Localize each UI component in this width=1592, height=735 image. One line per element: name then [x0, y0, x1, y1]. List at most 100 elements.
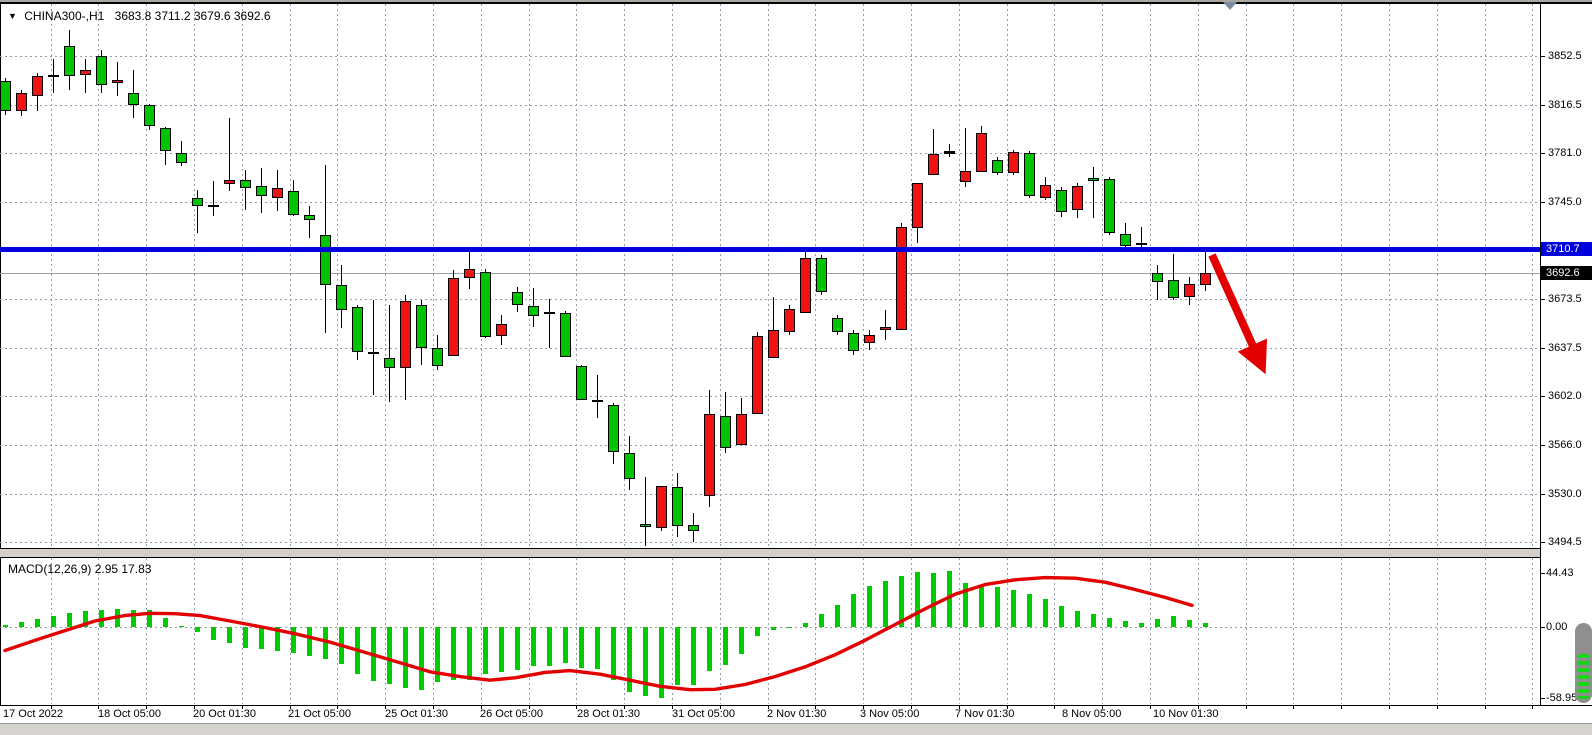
macd-histogram-bar [163, 617, 168, 627]
macd-histogram-bar [3, 624, 8, 627]
chart-shift-marker-icon[interactable] [1223, 2, 1237, 10]
price-axis-label: 3637.5 [1548, 341, 1582, 354]
candle-wick [885, 310, 886, 340]
price-axis[interactable] [1540, 4, 1592, 705]
macd-histogram-bar [803, 623, 808, 627]
panel-splitter[interactable] [0, 548, 1592, 558]
macd-histogram-bar [499, 627, 504, 672]
horizontal-line[interactable] [0, 246, 1540, 252]
grid-vline [1054, 558, 1056, 704]
candle-body [928, 154, 939, 175]
time-axis-tick [1388, 705, 1390, 709]
grid-vline [1102, 558, 1104, 704]
price-axis-tick [1540, 347, 1545, 349]
candle-body [256, 186, 267, 196]
candle-wick [1173, 253, 1174, 301]
macd-histogram-bar [1123, 621, 1128, 627]
candle-body [592, 400, 603, 402]
candle-body [800, 258, 811, 313]
candle-wick [309, 206, 310, 238]
candle-body [736, 414, 747, 446]
macd-histogram-bar [883, 581, 888, 627]
time-axis-label: 3 Nov 05:00 [860, 708, 920, 720]
candle-body [560, 313, 571, 357]
macd-histogram-bar [963, 582, 968, 627]
candle-wick [645, 477, 646, 547]
candle-wick [389, 305, 390, 403]
grid-vline [1245, 558, 1247, 704]
macd-histogram-bar [1139, 622, 1144, 627]
candle-body [640, 523, 651, 527]
time-axis[interactable] [0, 705, 1592, 723]
price-axis-label: 3781.0 [1548, 147, 1582, 160]
grid-hline [0, 444, 1540, 446]
time-axis-tick [480, 705, 482, 709]
candle-body [240, 179, 251, 188]
candle-body [368, 351, 379, 354]
candle-body [1072, 186, 1083, 210]
macd-histogram-bar [691, 627, 696, 685]
candle-wick [197, 190, 198, 233]
macd-histogram-bar [995, 586, 1000, 627]
macd-histogram-bar [707, 627, 712, 672]
macd-histogram-bar [899, 575, 904, 627]
time-axis-tick [1436, 705, 1438, 709]
grid-vline [719, 558, 721, 704]
time-axis-tick [98, 705, 100, 709]
symbol-dropdown-icon[interactable]: ▼ [8, 11, 17, 21]
time-axis-tick [193, 705, 195, 709]
grid-vline [910, 4, 912, 548]
grid-vline [1388, 558, 1390, 704]
candle-body [512, 292, 523, 305]
macd-histogram-bar [467, 627, 472, 680]
window-bottom-edge [0, 723, 1592, 735]
candle-body [784, 309, 795, 332]
current-price-tag[interactable]: 3692.6 [1541, 266, 1592, 281]
hline-price-tag[interactable]: 3710.7 [1541, 241, 1592, 256]
macd-histogram-bar [531, 627, 536, 667]
grid-vline [385, 4, 387, 548]
candle-body [1152, 273, 1163, 283]
grid-vline [671, 4, 673, 548]
candle-wick [597, 375, 598, 418]
macd-histogram-bar [979, 584, 984, 627]
grid-vline [1197, 558, 1199, 704]
candle-body [1168, 280, 1179, 299]
macd-histogram-bar [19, 621, 24, 627]
time-axis-label: 2 Nov 01:30 [767, 708, 827, 720]
macd-histogram-bar [51, 615, 56, 627]
chart-title-symbol: CHINA300-,H1 [24, 9, 105, 23]
macd-histogram-bar [1075, 610, 1080, 627]
time-axis-tick [289, 705, 291, 709]
macd-histogram-bar [131, 609, 136, 627]
macd-histogram-bar [867, 585, 872, 627]
time-axis-tick [1197, 705, 1199, 709]
grid-hline [0, 104, 1540, 106]
candle-wick [933, 129, 934, 175]
candle-body [80, 70, 91, 75]
candle-body [176, 152, 187, 163]
grid-vline [958, 558, 960, 704]
time-axis-tick [1102, 705, 1104, 709]
macd-histogram-bar [595, 627, 600, 670]
macd-histogram-bar [387, 627, 392, 684]
time-axis-tick [337, 705, 339, 709]
candle-body [208, 205, 219, 208]
price-axis-tick [1540, 396, 1545, 398]
candle-wick [373, 300, 374, 395]
price-axis-tick [1540, 542, 1545, 543]
grid-vline [1054, 4, 1056, 548]
candle-wick [85, 59, 86, 94]
candle-body [128, 93, 139, 105]
candle-body [544, 312, 555, 314]
candle-wick [469, 248, 470, 290]
candle-body [48, 75, 59, 77]
candle-body [1104, 179, 1115, 233]
grid-vline [1388, 4, 1390, 548]
grid-vline [528, 4, 530, 548]
candle-body [416, 305, 427, 348]
price-chart-plot[interactable] [0, 4, 1540, 548]
macd-histogram-bar [147, 610, 152, 627]
